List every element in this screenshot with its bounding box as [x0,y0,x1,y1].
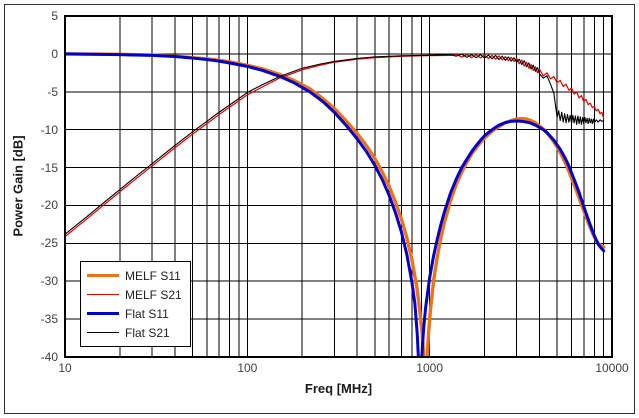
y-axis-title: Power Gain [dB] [10,135,26,237]
y-tick-label: -40 [40,350,58,364]
x-tick-label: 100 [237,361,258,375]
legend-label: MELF S11 [125,268,181,283]
series-flat-s21 [65,53,605,235]
legend-label: Flat S11 [125,306,169,321]
legend-item-flat-s21: Flat S21 [87,323,182,342]
flat-s11-line-sample [87,312,119,315]
y-tick-label: 5 [51,9,58,23]
y-tick-label: -20 [40,198,58,213]
flat-s21-line-sample [87,332,119,333]
melf-s21-line-sample [87,294,119,295]
y-tick-label: -25 [40,236,58,251]
x-tick-label: 1000 [416,361,443,375]
x-tick-label: 10000 [595,361,629,375]
y-tick-label: 0 [51,46,58,61]
legend-item-melf-s21: MELF S21 [87,285,182,304]
legend-item-flat-s11: Flat S11 [87,304,182,323]
legend-item-melf-s11: MELF S11 [87,266,182,285]
legend-label: Flat S21 [125,325,170,340]
series-flat-s11 [65,52,606,357]
legend-label: MELF S21 [125,287,182,302]
y-tick-label: -15 [40,160,58,175]
y-tick-label: -10 [40,122,58,137]
series-melf-s21 [65,53,605,238]
y-tick-label: -35 [40,312,58,327]
y-tick-label: -5 [47,84,58,99]
melf-s11-line-sample [87,274,119,277]
series-melf-s11 [65,52,606,357]
plot-border [64,15,613,358]
x-tick-label: 10 [58,361,72,375]
x-axis-title: Freq [MHz] [304,381,373,396]
legend: MELF S11 MELF S21 Flat S11 Flat S21 [80,261,191,347]
y-tick-label: -30 [40,274,58,289]
